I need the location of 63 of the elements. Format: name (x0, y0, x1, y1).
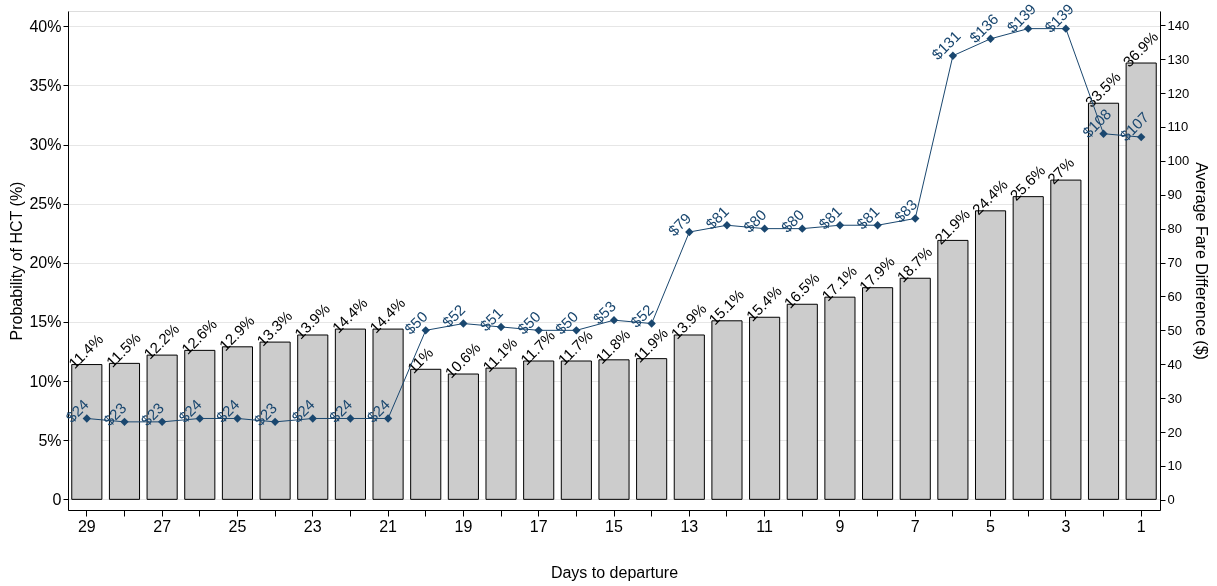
data-label: $53 (589, 297, 619, 328)
y-tick-label: 5% (38, 431, 62, 449)
data-label: $52 (438, 300, 469, 331)
x-tick-label: 23 (303, 517, 322, 535)
y2-tick-label: 20 (1167, 424, 1182, 440)
data-label: $23 (137, 399, 168, 429)
y2-tick-label: 120 (1167, 85, 1190, 101)
y2-tick-label: 110 (1167, 119, 1189, 135)
x-tick-label: 3 (1061, 517, 1071, 535)
x-tick-label: 27 (153, 517, 172, 535)
data-label: $83 (890, 195, 921, 226)
y2-tick-label: 0 (1167, 492, 1175, 508)
x-tick-label: 13 (680, 517, 699, 535)
data-label: $23 (99, 399, 130, 429)
y2-tick-label: 70 (1167, 255, 1182, 271)
x-tick-label: 1 (1136, 517, 1146, 535)
data-label: $24 (325, 395, 356, 426)
y-tick-label: 15% (29, 313, 62, 331)
data-label: $80 (777, 205, 808, 236)
x-tick-label: 15 (605, 517, 623, 535)
data-label: $81 (815, 202, 845, 233)
y-axis-title: Probability of HCT (%) (8, 181, 26, 341)
data-label: $81 (702, 202, 732, 233)
x-tick-label: 7 (910, 517, 920, 535)
y-tick-label: 0 (52, 490, 62, 508)
x-axis-title: Days to departure (550, 563, 679, 581)
y2-tick-label: 100 (1167, 153, 1190, 169)
x-tick-label: 5 (986, 517, 996, 535)
data-label: $80 (739, 205, 770, 236)
x-tick-label: 25 (228, 517, 247, 535)
y-tick-label: 30% (29, 136, 62, 154)
data-label: $81 (852, 202, 883, 233)
y2-tick-label: 40 (1167, 356, 1182, 372)
data-label: $24 (363, 395, 394, 426)
y2-tick-label: 90 (1167, 187, 1182, 203)
y2-tick-label: 130 (1167, 51, 1190, 67)
y2-tick-label: 140 (1167, 17, 1190, 33)
data-label: $50 (400, 307, 431, 338)
data-label: $52 (626, 300, 657, 331)
x-tick-label: 29 (77, 517, 96, 535)
data-label: $79 (664, 209, 695, 240)
data-label: $23 (250, 399, 281, 429)
y2-tick-label: 60 (1167, 288, 1182, 304)
y-tick-label: 35% (29, 77, 62, 94)
data-label: $24 (288, 395, 318, 426)
y-tick-label: 10% (29, 372, 62, 390)
y-tick-label: 25% (29, 195, 62, 213)
x-tick-label: 11 (756, 517, 774, 535)
y2-tick-label: 50 (1167, 322, 1182, 338)
x-tick-label: 9 (835, 517, 845, 535)
data-label: $24 (175, 395, 205, 426)
y2-tick-label: 10 (1167, 458, 1182, 474)
data-label: $24 (212, 395, 243, 426)
data-label: $51 (476, 304, 507, 335)
y-tick-label: 40% (29, 17, 62, 35)
y2-tick-label: 30 (1167, 390, 1182, 406)
x-tick-label: 17 (529, 517, 548, 535)
y-tick-label: 20% (29, 254, 62, 272)
y2-tick-label: 80 (1167, 221, 1182, 237)
y2-axis-title: Average Fare Difference ($) (1193, 162, 1211, 360)
data-label: $24 (62, 395, 92, 426)
x-tick-label: 21 (379, 517, 398, 535)
x-tick-label: 19 (454, 517, 473, 535)
